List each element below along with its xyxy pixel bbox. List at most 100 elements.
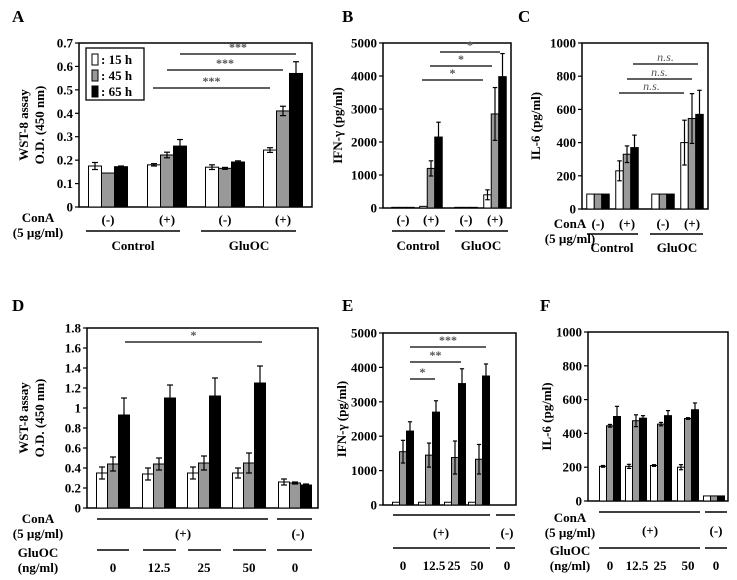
group-label: GluOC xyxy=(461,238,501,253)
conA-label: (-) xyxy=(501,525,514,540)
significance-label: ** xyxy=(430,348,442,362)
y-tick-label: 0 xyxy=(576,494,583,509)
conA-label: (+) xyxy=(684,216,700,231)
conA-label: (-) xyxy=(657,216,670,231)
bar-45h-group2 xyxy=(160,154,174,208)
bar-65h-group1 xyxy=(613,416,621,502)
y-axis-label: IFN-γ (pg/ml) xyxy=(334,381,349,458)
y-tick-label: 0.1 xyxy=(57,176,73,191)
gluoc-dose-label: 25 xyxy=(654,558,668,573)
bar-65h-group4 xyxy=(289,72,303,208)
bar-15h-group1 xyxy=(88,165,102,208)
bar-15h-group3 xyxy=(454,206,463,209)
conA-label: (-) xyxy=(102,212,115,227)
conA-label: (+) xyxy=(159,212,175,227)
y-tick-label: 1000 xyxy=(351,168,377,183)
y-tick-label: 200 xyxy=(557,168,577,183)
y-tick-label: 600 xyxy=(563,392,583,407)
y-tick-label: 0.2 xyxy=(57,153,73,168)
y-tick-label: 0.7 xyxy=(57,36,74,51)
gluoc-dose-label: 0 xyxy=(400,558,407,573)
y-tick-label: 0 xyxy=(570,202,577,217)
y-tick-label: 0.4 xyxy=(65,461,82,476)
bar-65h-group1 xyxy=(406,206,415,209)
y-tick-label: 800 xyxy=(557,69,577,84)
y-tick-label: 1000 xyxy=(556,325,582,340)
y-tick-label: 0.4 xyxy=(57,106,74,121)
y-axis-label: O.D. (450 nm) xyxy=(32,86,47,165)
gluoc-dose-label: 12.5 xyxy=(423,558,446,573)
y-tick-label: 1.2 xyxy=(65,381,81,396)
y-axis-label: WST-8 assay xyxy=(16,89,31,161)
conA-row-label: ConA xyxy=(22,511,55,526)
y-tick-label: 1.6 xyxy=(65,341,82,356)
conA-label: (+) xyxy=(423,212,439,227)
gluoc-dose-label: 12.5 xyxy=(626,558,649,573)
gluoc-dose-label: 0 xyxy=(713,558,720,573)
legend-swatch xyxy=(91,85,99,98)
y-tick-label: 5000 xyxy=(351,326,377,341)
significance-label: n.s. xyxy=(651,65,668,79)
bar-15h-group5 xyxy=(703,495,711,502)
y-tick-label: 0 xyxy=(67,200,74,215)
bar-45h-group3 xyxy=(461,206,471,209)
bar-65h-group4 xyxy=(691,409,699,502)
bar-15h-group3 xyxy=(650,465,658,502)
bar-45h-group5 xyxy=(289,482,301,509)
significance-label: * xyxy=(458,52,464,66)
y-tick-label: 400 xyxy=(557,135,577,150)
y-axis-label: IL-6 (pg/ml) xyxy=(539,382,554,450)
y-tick-label: 800 xyxy=(563,358,583,373)
y-tick-label: 0 xyxy=(371,201,378,216)
group-label: Control xyxy=(111,238,154,253)
bar-15h-group2 xyxy=(419,205,428,209)
panel-letter: A xyxy=(12,7,25,26)
gluoc-dose-label: 50 xyxy=(243,560,256,575)
gluoc-dose-label: 0 xyxy=(504,558,511,573)
bar-15h-group3 xyxy=(205,166,219,208)
group-label: GluOC xyxy=(229,238,269,253)
conA-label: (-) xyxy=(710,523,723,538)
legend-label: : 45 h xyxy=(101,68,133,83)
y-tick-label: 0.6 xyxy=(65,441,82,456)
group-label: Control xyxy=(590,240,633,255)
conA-label: (+) xyxy=(275,212,291,227)
gluoc-dose-label: 50 xyxy=(682,558,695,573)
plot-area xyxy=(78,42,313,208)
conA-label: (-) xyxy=(292,526,305,541)
conA-row-label: (5 µg/ml) xyxy=(13,225,63,240)
bar-15h-group2 xyxy=(625,465,633,502)
y-tick-label: 3000 xyxy=(351,102,377,117)
y-axis-label: IFN-γ (pg/ml) xyxy=(330,87,345,164)
y-axis-label: IL-6 (pg/ml) xyxy=(528,92,543,160)
plot-area xyxy=(581,42,709,210)
y-tick-label: 400 xyxy=(563,426,583,441)
panel-letter: C xyxy=(518,7,530,26)
y-tick-label: 2000 xyxy=(351,135,377,150)
bar-15h-group2 xyxy=(147,164,161,208)
legend-label: : 65 h xyxy=(101,84,133,99)
y-tick-label: 0.8 xyxy=(65,421,82,436)
group-label: GluOC xyxy=(657,240,697,255)
gluoc-dose-label: 25 xyxy=(448,558,462,573)
y-tick-label: 0.6 xyxy=(57,59,74,74)
conA-label: (+) xyxy=(433,525,449,540)
bar-65h-group5 xyxy=(300,484,312,509)
panel-letter: F xyxy=(540,296,550,315)
y-tick-label: 600 xyxy=(557,102,577,117)
bar-15h-group1 xyxy=(586,193,595,210)
legend-swatch xyxy=(91,53,99,66)
y-tick-label: 4000 xyxy=(351,360,377,375)
conA-label: (-) xyxy=(460,212,473,227)
plot-area xyxy=(382,42,512,209)
bar-45h-group3 xyxy=(218,167,232,208)
significance-label: *** xyxy=(203,74,221,88)
gluoc-dose-label: 0 xyxy=(110,560,117,575)
bar-65h-group3 xyxy=(666,193,675,210)
bar-45h-group4 xyxy=(684,418,692,502)
bar-45h-group1 xyxy=(101,172,115,208)
significance-label: n.s. xyxy=(657,50,674,64)
bar-15h-group4 xyxy=(677,466,685,502)
y-tick-label: 1.4 xyxy=(65,361,82,376)
